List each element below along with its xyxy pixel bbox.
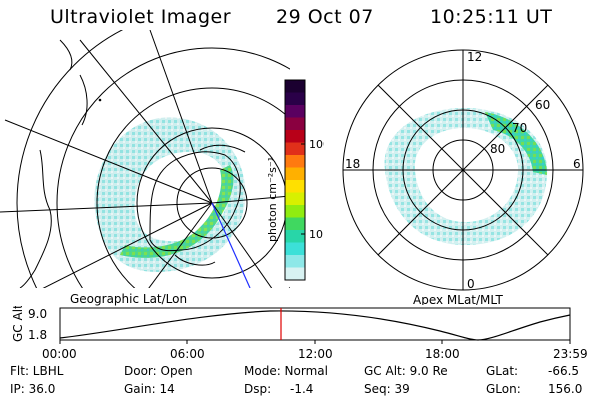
altitude-xtick-0000: 00:00 (42, 347, 77, 361)
colorbar-cell (285, 80, 305, 93)
colorbar-cell (285, 205, 305, 218)
dsp-value: -1.4 (290, 382, 314, 396)
colorbar-tick-10: 10 (309, 228, 323, 241)
mlt-label-0: 0 (467, 277, 475, 291)
instrument-title: Ultraviolet Imager (50, 6, 232, 28)
glat-label: GLat: (486, 364, 519, 378)
colorbar-cell (285, 267, 305, 281)
dsp-label: Dsp: (244, 382, 272, 396)
colorbar-cell (285, 242, 305, 256)
colorbar-cell (285, 180, 305, 193)
colorbar-cell (285, 255, 305, 268)
colorbar-cell (285, 192, 305, 206)
glon-value: 156.0 (548, 382, 583, 396)
colorbar-unit-label: photon cm⁻²s⁻¹ (266, 157, 279, 242)
colorbar-cell (285, 117, 305, 131)
altitude-xtick-2359: 23:59 (553, 347, 588, 361)
altitude-xtick-1200: 12:00 (298, 347, 333, 361)
altitude-plot: GC Alt 9.0 1.8 00:00 06:00 12:00 18:00 2… (11, 306, 588, 361)
mlat-label-60: 60 (535, 98, 550, 112)
altitude-xtick-1800: 18:00 (425, 347, 460, 361)
colorbar-cell (285, 155, 305, 168)
mlt-label-18: 18 (345, 157, 360, 171)
glon-label: GLon: (486, 382, 521, 396)
geographic-panel-label: Geographic Lat/Lon (70, 292, 187, 306)
mlat-label-70: 70 (512, 121, 527, 135)
gain-info: Gain: 14 (124, 382, 175, 396)
colorbar-cell (285, 142, 305, 156)
colorbar-cell (285, 167, 305, 181)
mlt-label-12: 12 (467, 50, 482, 64)
geographic-map-panel: Geographic Lat/Lon (0, 30, 290, 306)
magnetic-polar-panel: 12 18 6 0 60 70 80 Apex MLat/MLT (342, 49, 584, 305)
date-label: 29 Oct 07 (276, 6, 374, 28)
altitude-ylabel: GC Alt (11, 306, 25, 342)
colorbar-cell (285, 92, 305, 106)
colorbar: 100 10 photon cm⁻²s⁻¹ (266, 79, 324, 281)
altitude-ytick-9: 9.0 (28, 307, 47, 321)
seq-info: Seq: 39 (364, 382, 410, 396)
time-label: 10:25:11 UT (430, 6, 553, 28)
ip-info: IP: 36.0 (10, 382, 56, 396)
colorbar-tick-100: 100 (309, 138, 324, 151)
gc-alt-info: GC Alt: 9.0 Re (364, 364, 448, 378)
altitude-ytick-1: 1.8 (28, 328, 47, 342)
filter-info: Flt: LBHL (10, 364, 64, 378)
colorbar-cell (285, 230, 305, 243)
aurora-oval-geographic (94, 117, 246, 273)
glat-value: -66.5 (548, 364, 580, 378)
colorbar-cell (285, 105, 305, 118)
mlt-label-6: 6 (573, 157, 581, 171)
magnetic-panel-label: Apex MLat/MLT (413, 293, 503, 305)
altitude-xtick-0600: 06:00 (170, 347, 205, 361)
colorbar-cell (285, 130, 305, 143)
altitude-curve (59, 310, 571, 341)
colorbar-scale (285, 80, 305, 281)
mode-info: Mode: Normal (244, 364, 328, 378)
mlat-label-80: 80 (490, 142, 505, 156)
door-info: Door: Open (124, 364, 193, 378)
colorbar-cell (285, 217, 305, 231)
